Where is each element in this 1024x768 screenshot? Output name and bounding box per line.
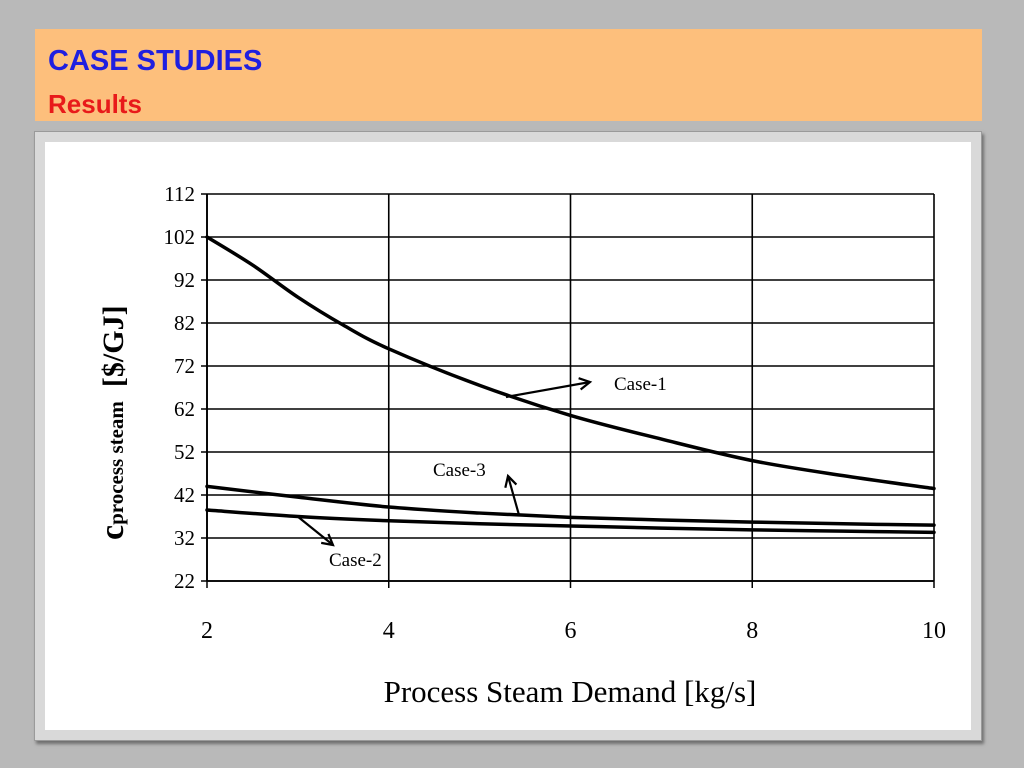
case-2-arrow	[296, 515, 334, 546]
case-3-arrow-head	[504, 473, 518, 488]
x-axis-title: Process Steam Demand [kg/s]	[384, 674, 757, 709]
y-tick-label: 112	[164, 182, 195, 206]
y-tick-label: 82	[174, 311, 195, 335]
x-tick-label: 8	[746, 618, 758, 644]
series-line-case-2	[205, 508, 936, 535]
slide-title: CASE STUDIES	[48, 45, 263, 77]
chart-area	[45, 142, 971, 730]
y-axis-title: cprocess steam [$/GJ]	[94, 305, 131, 540]
series-line-case-1	[205, 235, 936, 491]
case-2-label: Case-2	[329, 550, 382, 571]
series-line-case-3	[205, 484, 936, 527]
case-1-label: Case-1	[614, 374, 667, 395]
slide-header: CASE STUDIES Results	[35, 29, 982, 121]
y-tick-label: 62	[174, 397, 195, 421]
case-1-arrow-head	[578, 377, 593, 391]
x-tick-label: 10	[922, 618, 946, 644]
y-tick-label: 72	[174, 354, 195, 378]
y-axis-title-subscript: process steam	[104, 401, 128, 525]
x-tick-label: 6	[565, 618, 577, 644]
x-tick-label: 2	[201, 618, 213, 644]
slide-subtitle: Results	[48, 89, 142, 119]
case-2-arrow-head	[320, 533, 335, 547]
case-1-arrow	[505, 380, 591, 399]
case-3-label: Case-3	[433, 460, 486, 481]
y-axis-title-unit: [$/GJ]	[97, 305, 130, 387]
y-axis-title-symbol: c	[94, 525, 131, 540]
y-tick-label: 52	[174, 440, 195, 464]
case-3-arrow	[506, 475, 521, 516]
y-tick-label: 42	[174, 483, 195, 507]
chart-panel	[34, 131, 982, 741]
y-tick-label: 32	[174, 526, 195, 550]
y-tick-label: 92	[174, 268, 195, 292]
y-tick-label: 102	[164, 225, 196, 249]
y-tick-label: 22	[174, 569, 195, 593]
x-tick-label: 4	[383, 618, 395, 644]
